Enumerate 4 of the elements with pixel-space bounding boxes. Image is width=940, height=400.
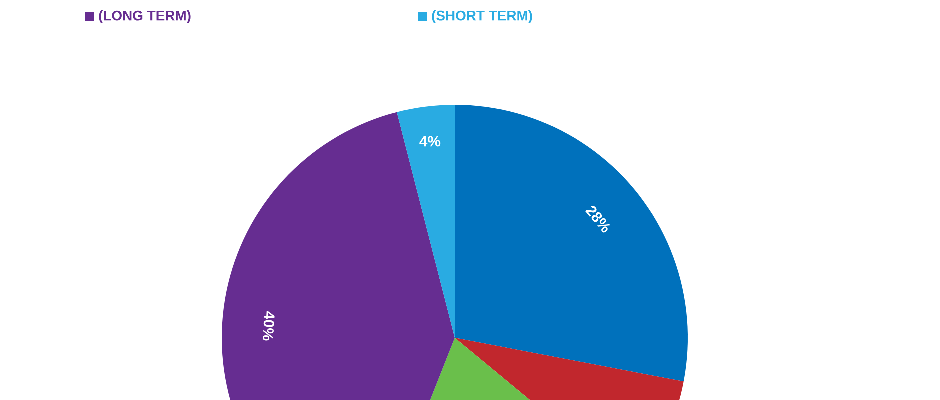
legend-label: (LONG TERM) bbox=[99, 10, 191, 24]
data-label: 4% bbox=[420, 136, 441, 147]
legend-label: (SHORT TERM) bbox=[432, 10, 532, 24]
data-label: 40% bbox=[263, 311, 275, 341]
